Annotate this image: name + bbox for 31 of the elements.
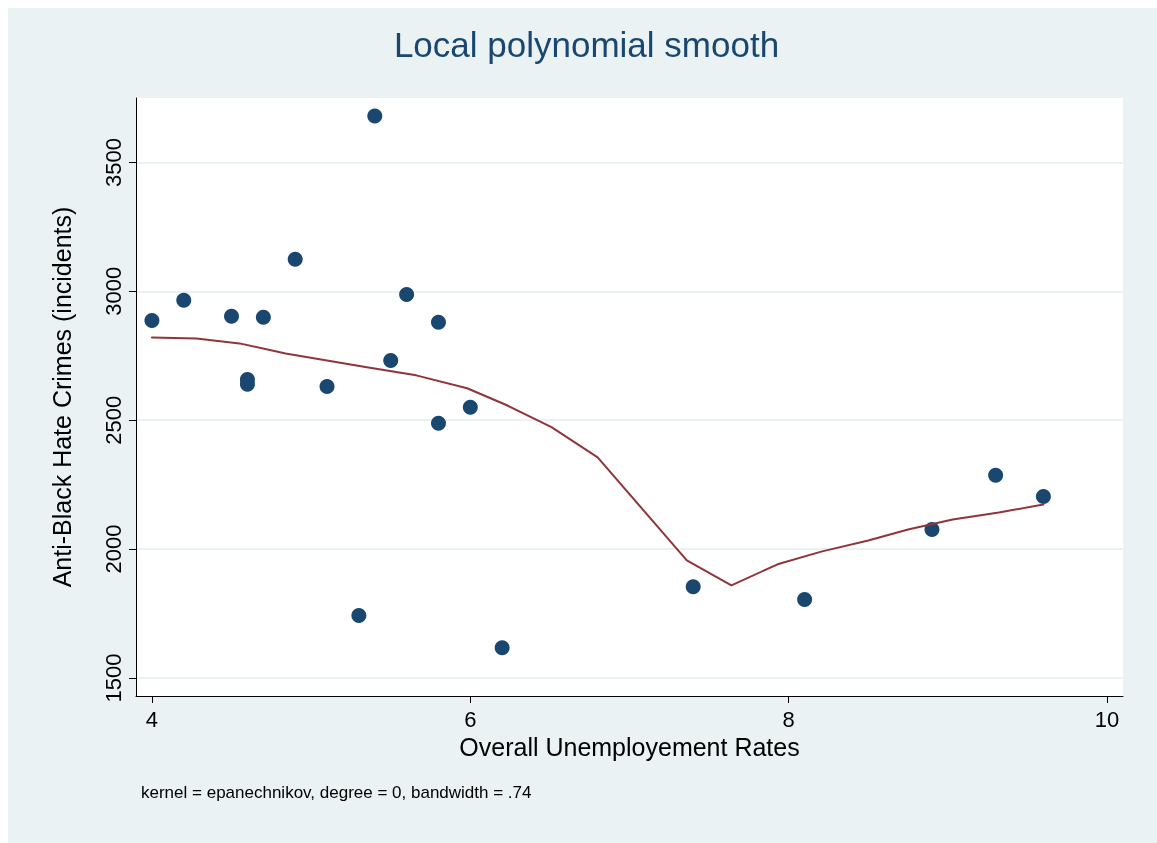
x-tick-label: 10 [1094,706,1120,732]
text: kernel = epanechnikov, degree = 0, bandwidth = .74 [141,783,532,802]
x-axis-title: Overall Unemployement Rates [459,733,800,762]
y-tick-label: 3500 [100,137,126,187]
point [383,352,399,368]
point [144,312,160,328]
y-tick-label: 2000 [100,524,126,574]
point [462,399,478,415]
point [367,108,383,124]
point [399,286,415,302]
y-tick-label: 2500 [100,395,126,445]
y-tick-label: 3000 [100,266,126,316]
point [685,579,701,595]
point [430,314,446,330]
y-axis-title: Anti-Black Hate Crimes (incidents) [47,206,76,588]
point [255,309,271,325]
y-tick-label: 1500 [100,653,126,703]
point [1035,489,1051,504]
point [797,592,813,608]
chart-title: Local polynomial smooth [393,25,780,64]
point [430,415,446,431]
point [319,378,335,394]
point [351,608,367,624]
point [988,467,1004,483]
point [287,251,303,267]
point [494,640,510,656]
x-tick-label: 6 [464,706,477,732]
point [176,292,192,308]
x-tick-label: 4 [145,706,159,732]
x-tick-label: 8 [782,706,795,732]
point [224,308,240,324]
